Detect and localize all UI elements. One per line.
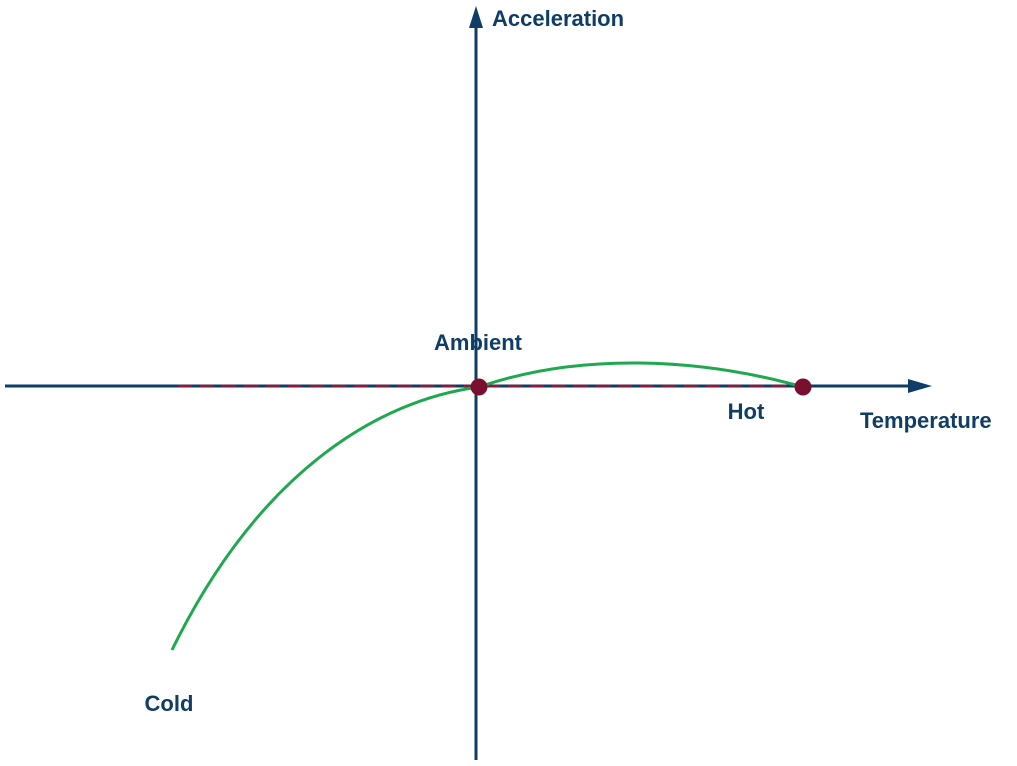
x-axis-arrow (908, 379, 932, 393)
point-label: Ambient (434, 330, 523, 355)
point-label: Hot (728, 399, 765, 424)
point-label: Cold (145, 691, 194, 716)
y-axis-arrow (469, 6, 483, 28)
hot-point (794, 378, 812, 396)
y-axis-label: Acceleration (492, 6, 624, 31)
curve (170, 361, 804, 651)
x-axis-label: Temperature (860, 408, 992, 433)
ambient-point (470, 378, 488, 396)
